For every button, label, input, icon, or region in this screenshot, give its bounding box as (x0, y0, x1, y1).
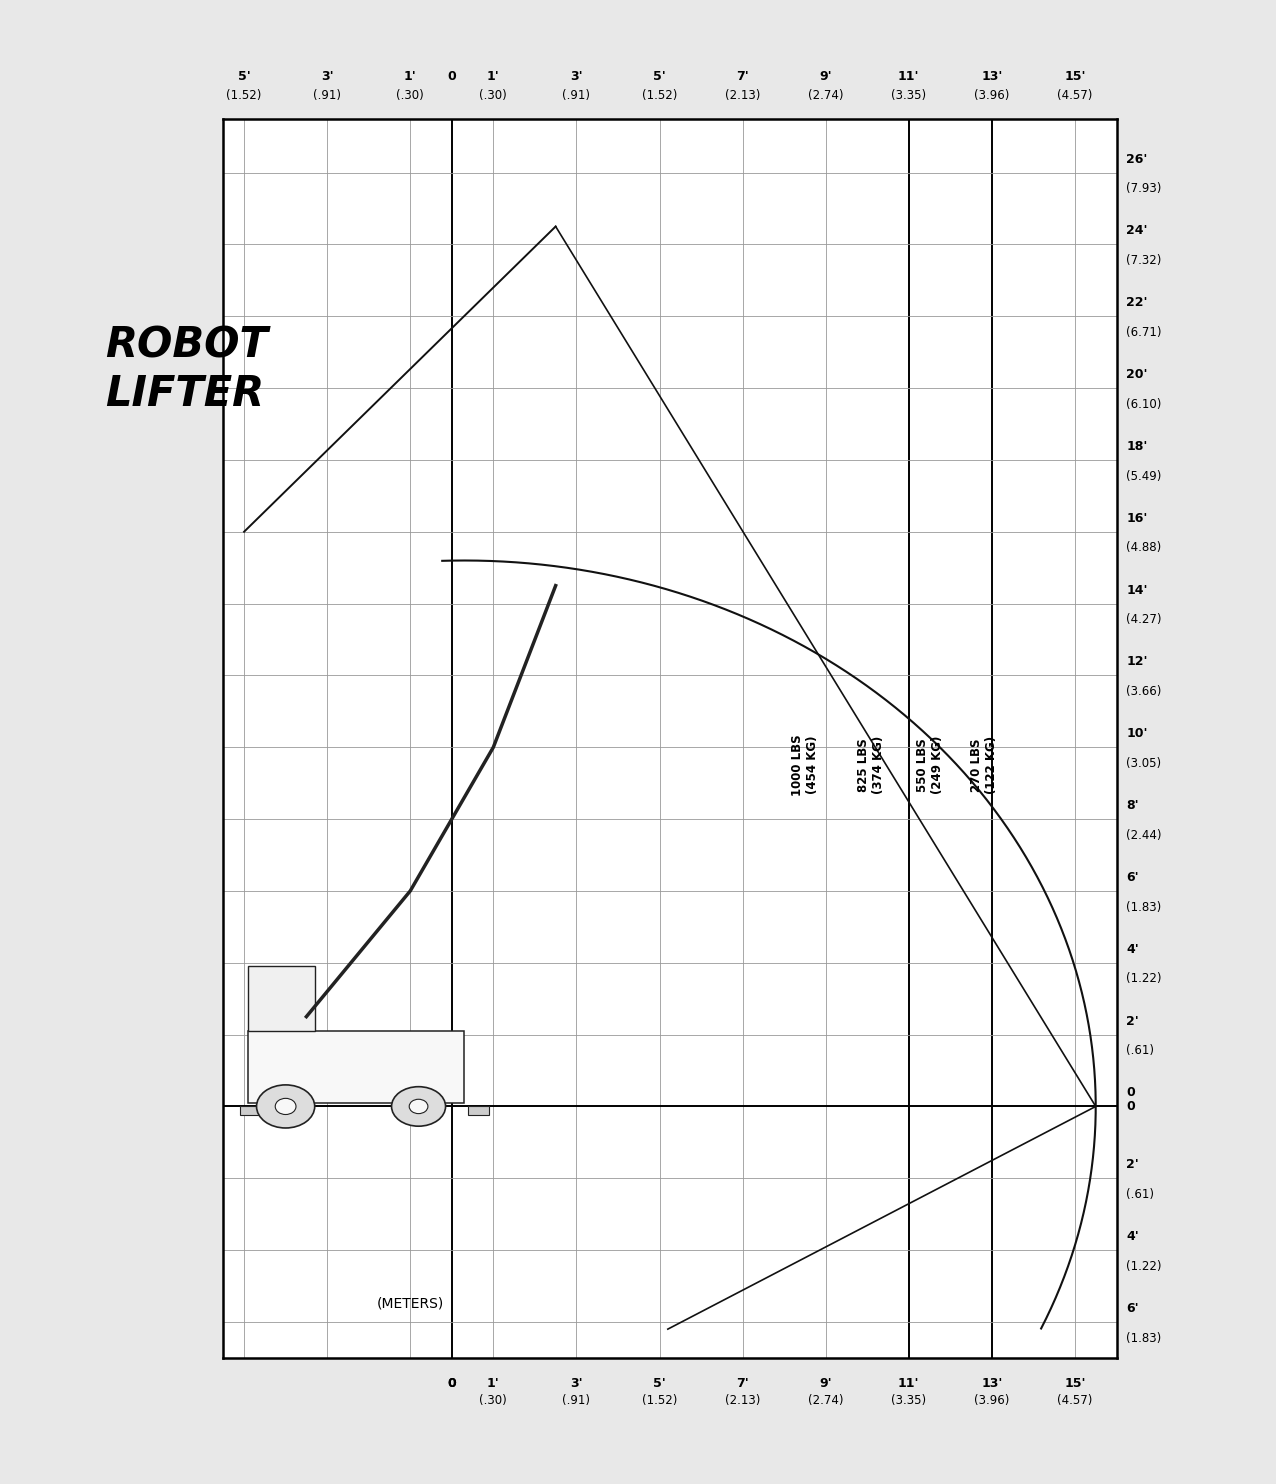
Text: (METERS): (METERS) (376, 1297, 444, 1310)
Text: 22': 22' (1127, 297, 1147, 309)
Text: (.91): (.91) (563, 89, 591, 102)
Text: 0: 0 (448, 1377, 456, 1391)
Bar (249, 966, 315, 1031)
Text: (.61): (.61) (1127, 1189, 1155, 1201)
Text: (4.88): (4.88) (1127, 542, 1161, 555)
Text: 5': 5' (653, 1377, 666, 1391)
Text: 825 LBS
(374 KG): 825 LBS (374 KG) (857, 736, 886, 794)
Text: 16': 16' (1127, 512, 1147, 525)
Text: (1.52): (1.52) (642, 1393, 678, 1407)
Text: 4': 4' (1127, 942, 1139, 956)
Text: (6.10): (6.10) (1127, 398, 1161, 411)
Text: (.91): (.91) (313, 89, 341, 102)
Text: (.61): (.61) (1127, 1045, 1155, 1057)
Ellipse shape (410, 1100, 427, 1113)
Text: (3.96): (3.96) (974, 1393, 1009, 1407)
Text: (5.49): (5.49) (1127, 469, 1161, 482)
Text: 6': 6' (1127, 1301, 1139, 1315)
Bar (249, 1031, 464, 1103)
Text: (4.27): (4.27) (1127, 613, 1161, 626)
Text: 1': 1' (487, 1377, 500, 1391)
Bar (240, 1107, 260, 1116)
Text: 9': 9' (819, 70, 832, 83)
Text: 5': 5' (237, 70, 250, 83)
Text: 15': 15' (1064, 70, 1086, 83)
Text: 20': 20' (1127, 368, 1147, 381)
Text: 8': 8' (1127, 800, 1139, 812)
Text: 24': 24' (1127, 224, 1147, 237)
Text: 11': 11' (898, 70, 920, 83)
Text: 10': 10' (1127, 727, 1147, 741)
Text: (2.74): (2.74) (808, 89, 843, 102)
Text: (.91): (.91) (563, 1393, 591, 1407)
Text: (7.93): (7.93) (1127, 183, 1161, 196)
Text: 15': 15' (1064, 1377, 1086, 1391)
Text: 14': 14' (1127, 583, 1147, 597)
Text: 26': 26' (1127, 153, 1147, 166)
Text: (1.22): (1.22) (1127, 1260, 1161, 1273)
Text: (3.05): (3.05) (1127, 757, 1161, 770)
Bar (468, 1107, 489, 1116)
Text: 5': 5' (653, 70, 666, 83)
Text: (3.66): (3.66) (1127, 686, 1161, 697)
Text: (6.71): (6.71) (1127, 326, 1161, 338)
Text: 2': 2' (1127, 1159, 1139, 1171)
Text: (2.44): (2.44) (1127, 830, 1161, 841)
Text: (3.96): (3.96) (974, 89, 1009, 102)
Text: 550 LBS
(249 KG): 550 LBS (249 KG) (916, 736, 943, 794)
Text: 6': 6' (1127, 871, 1139, 884)
Text: (1.52): (1.52) (642, 89, 678, 102)
Text: 11': 11' (898, 1377, 920, 1391)
Text: 3': 3' (570, 70, 583, 83)
Text: (1.22): (1.22) (1127, 972, 1161, 985)
Text: (1.83): (1.83) (1127, 901, 1161, 914)
Text: (.30): (.30) (480, 89, 508, 102)
Text: 3': 3' (320, 70, 333, 83)
Ellipse shape (392, 1086, 445, 1126)
Ellipse shape (256, 1085, 315, 1128)
Text: (.30): (.30) (397, 89, 424, 102)
Text: 0: 0 (1127, 1086, 1134, 1100)
Text: 1000 LBS
(454 KG): 1000 LBS (454 KG) (791, 735, 819, 795)
Text: (1.83): (1.83) (1127, 1331, 1161, 1345)
Text: 0: 0 (1127, 1100, 1134, 1113)
Text: (1.52): (1.52) (226, 89, 262, 102)
Text: 0: 0 (448, 70, 456, 83)
Text: (3.35): (3.35) (891, 89, 926, 102)
Text: 270 LBS
(122 KG): 270 LBS (122 KG) (970, 736, 998, 794)
Text: (2.74): (2.74) (808, 1393, 843, 1407)
Text: 9': 9' (819, 1377, 832, 1391)
Text: 0: 0 (448, 1377, 456, 1391)
Text: (4.57): (4.57) (1058, 89, 1092, 102)
Text: 1': 1' (487, 70, 500, 83)
Text: 12': 12' (1127, 656, 1147, 668)
Text: 4': 4' (1127, 1230, 1139, 1244)
Text: 2': 2' (1127, 1015, 1139, 1027)
Text: (.30): (.30) (480, 1393, 508, 1407)
Text: ROBOT
LIFTER: ROBOT LIFTER (105, 325, 268, 416)
Text: (2.13): (2.13) (725, 89, 760, 102)
Text: (2.13): (2.13) (725, 1393, 760, 1407)
Text: 18': 18' (1127, 439, 1147, 453)
Text: 13': 13' (981, 1377, 1003, 1391)
Text: 13': 13' (981, 70, 1003, 83)
Text: (7.32): (7.32) (1127, 254, 1161, 267)
Text: 7': 7' (736, 70, 749, 83)
Text: 1': 1' (404, 70, 417, 83)
Text: (4.57): (4.57) (1058, 1393, 1092, 1407)
Text: 3': 3' (570, 1377, 583, 1391)
Text: (3.35): (3.35) (891, 1393, 926, 1407)
Text: 7': 7' (736, 1377, 749, 1391)
Ellipse shape (276, 1098, 296, 1114)
